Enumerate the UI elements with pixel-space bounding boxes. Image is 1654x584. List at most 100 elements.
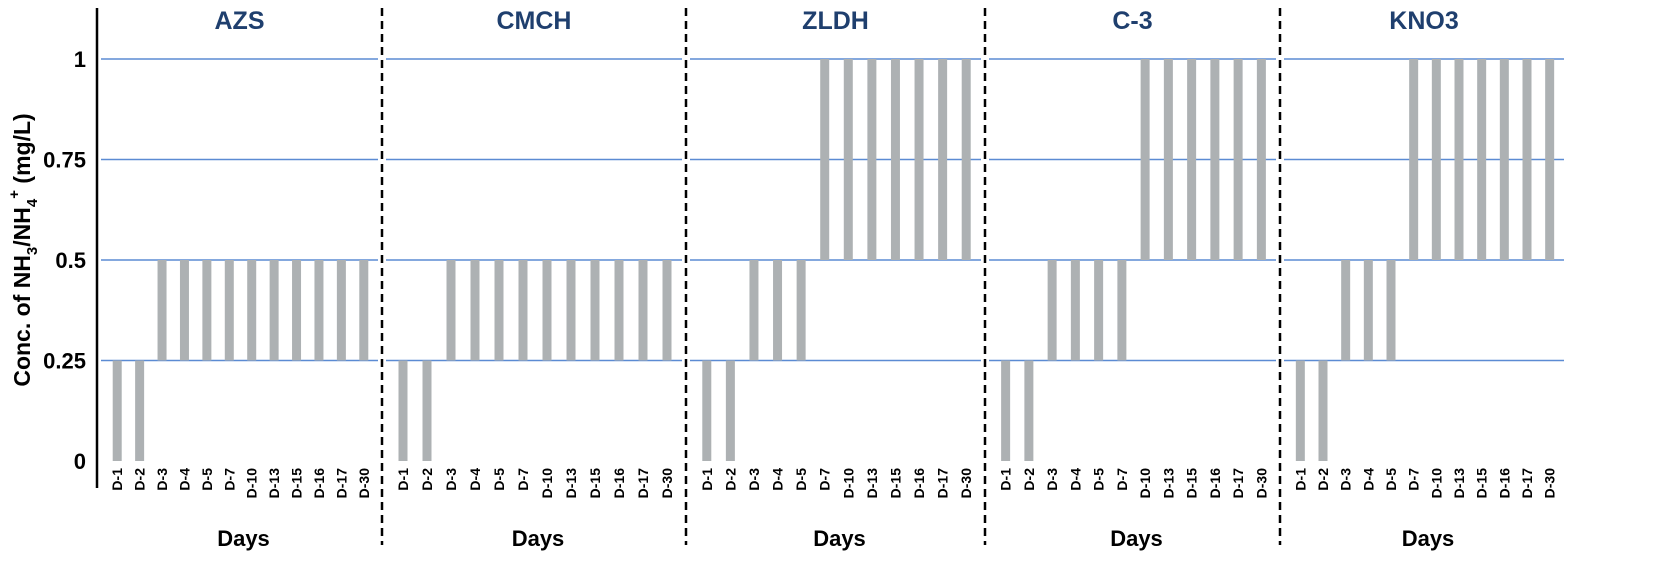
bar-cmch-d-1 (398, 360, 408, 461)
bar-kno3-d-13 (1454, 59, 1464, 260)
bar-azs-d-13 (269, 260, 279, 361)
x-tick-label: D-5 (199, 468, 215, 491)
x-tick-label: D-10 (244, 468, 260, 499)
panel-title: CMCH (497, 7, 572, 35)
x-tick-label: D-13 (266, 468, 282, 499)
x-tick-label: D-3 (746, 468, 762, 491)
x-tick-label: D-5 (1383, 468, 1399, 491)
bar-cmch-d-10 (542, 260, 552, 361)
x-tick-label: D-30 (1253, 468, 1269, 499)
bar-azs-d-1 (112, 360, 122, 461)
bar-cmch-d-3 (446, 260, 456, 361)
bar-azs-d-15 (292, 260, 302, 361)
y-label-suffix: (mg/L) (9, 113, 35, 190)
bar-c-3-d-30 (1256, 59, 1266, 260)
bar-zldh-d-1 (702, 360, 712, 461)
bar-kno3-d-17 (1522, 59, 1532, 260)
x-tick-label: D-17 (1519, 468, 1535, 499)
x-tick-label: D-7 (1406, 468, 1422, 491)
bar-zldh-d-5 (796, 260, 806, 361)
bar-azs-d-5 (202, 260, 212, 361)
x-tick-label: D-30 (356, 468, 372, 499)
x-tick-label: D-17 (635, 468, 651, 499)
bar-cmch-d-13 (566, 260, 576, 361)
x-tick-label: D-4 (1067, 468, 1083, 491)
x-axis-label: Days (813, 526, 866, 551)
x-tick-label: D-10 (1428, 468, 1444, 499)
bar-cmch-d-4 (470, 260, 480, 361)
bar-cmch-d-30 (662, 260, 672, 361)
x-tick-label: D-10 (1137, 468, 1153, 499)
x-tick-label: D-3 (1338, 468, 1354, 491)
x-tick-label: D-4 (176, 468, 192, 491)
bar-zldh-d-13 (867, 59, 877, 260)
panel-title: C-3 (1112, 7, 1152, 35)
y-tick-label: 0.25 (43, 349, 86, 374)
bar-kno3-d-3 (1341, 260, 1351, 361)
x-tick-label: D-16 (1496, 468, 1512, 499)
bar-kno3-d-5 (1386, 260, 1396, 361)
x-tick-label: D-1 (109, 468, 125, 491)
x-tick-label: D-7 (817, 468, 833, 491)
y-label-prefix: Conc. of NH (9, 255, 35, 387)
bar-zldh-d-2 (725, 360, 735, 461)
bar-c-3-d-15 (1187, 59, 1197, 260)
bar-cmch-d-5 (494, 260, 504, 361)
bar-cmch-d-15 (590, 260, 600, 361)
bar-c-3-d-7 (1117, 260, 1127, 361)
bar-c-3-d-16 (1210, 59, 1220, 260)
x-tick-label: D-15 (1184, 468, 1200, 499)
bars (112, 59, 1555, 461)
x-tick-label: D-2 (1315, 468, 1331, 491)
bar-zldh-d-15 (890, 59, 900, 260)
bar-kno3-d-10 (1431, 59, 1441, 260)
x-tick-label: D-5 (793, 468, 809, 491)
bar-c-3-d-13 (1163, 59, 1173, 260)
x-tick-label: D-7 (1114, 468, 1130, 491)
x-tick-label: D-2 (419, 468, 435, 491)
x-tick-label: D-17 (1230, 468, 1246, 499)
x-axis-label: Days (512, 526, 565, 551)
bar-c-3-d-4 (1070, 260, 1080, 361)
x-axis-label: Days (217, 526, 270, 551)
x-tick-label: D-1 (395, 468, 411, 491)
bar-c-3-d-5 (1094, 260, 1104, 361)
bar-azs-d-2 (135, 360, 145, 461)
bar-azs-d-30 (359, 260, 369, 361)
x-tick-label: D-3 (1044, 468, 1060, 491)
bar-azs-d-10 (247, 260, 257, 361)
x-tick-label: D-10 (539, 468, 555, 499)
x-tick-label: D-4 (770, 468, 786, 491)
x-tick-label: D-13 (1160, 468, 1176, 499)
x-axis-labels: Days Days Days Days Days (217, 526, 1454, 551)
x-tick-label: D-30 (1542, 468, 1558, 499)
bar-cmch-d-7 (518, 260, 528, 361)
bar-kno3-d-2 (1318, 360, 1328, 461)
bar-zldh-d-4 (773, 260, 783, 361)
x-tick-label: D-7 (221, 468, 237, 491)
bar-cmch-d-16 (614, 260, 624, 361)
y-axis-label: Conc. of NH3/NH4+ (mg/L) (6, 113, 41, 386)
bar-zldh-d-7 (820, 59, 830, 260)
bar-zldh-d-10 (843, 59, 853, 260)
panel-title: AZS (215, 7, 265, 35)
bar-c-3-d-1 (1001, 360, 1011, 461)
y-tick-labels: 0 0.25 0.5 0.75 1 (43, 47, 86, 474)
y-tick-label: 1 (74, 47, 86, 72)
bar-c-3-d-3 (1047, 260, 1057, 361)
x-tick-label: D-2 (722, 468, 738, 491)
x-axis-label: Days (1110, 526, 1163, 551)
x-tick-label: D-13 (1451, 468, 1467, 499)
x-tick-label: D-15 (289, 468, 305, 499)
y-label-sup: + (6, 190, 23, 199)
x-tick-label: D-30 (958, 468, 974, 499)
bar-azs-d-17 (336, 260, 346, 361)
bar-azs-d-4 (179, 260, 189, 361)
y-tick-label: 0.5 (55, 248, 86, 273)
x-tick-label: D-3 (154, 468, 170, 491)
y-label-sub2: 4 (24, 198, 41, 207)
x-tick-label: D-13 (864, 468, 880, 499)
x-tick-labels: D-1 D-2 D-3 D-4 D-5 D-7 D-10 D-13 D-15 D-16 D-17 D-… (109, 468, 1557, 499)
bar-cmch-d-17 (638, 260, 648, 361)
